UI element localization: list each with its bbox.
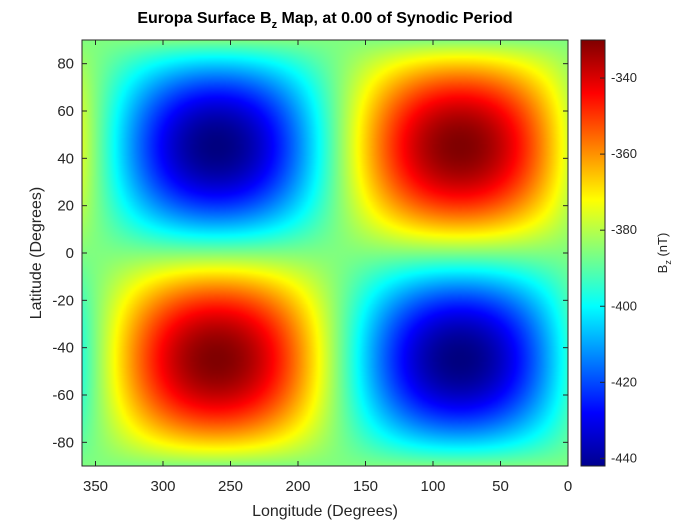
x-tick-label: 250: [218, 478, 243, 495]
y-tick-label: -80: [52, 434, 74, 451]
chart-title-prefix: Europa Surface B: [137, 10, 271, 27]
colorbar-label-suffix: (nT): [655, 233, 670, 260]
chart-title-suffix: Map, at 0.00 of Synodic Period: [277, 10, 513, 27]
colorbar-label-prefix: B: [655, 265, 670, 274]
y-axis-label: Latitude (Degrees): [28, 187, 45, 320]
colorbar-tick-label: -360: [611, 146, 637, 161]
x-tick-label: 50: [492, 478, 509, 495]
colorbar-tick-label: -340: [611, 70, 637, 85]
x-tick-label: 300: [150, 478, 175, 495]
chart-title: Europa Surface Bz Map, at 0.00 of Synodi…: [137, 10, 512, 31]
y-tick-label: 20: [57, 198, 74, 215]
y-tick-label: -20: [52, 292, 74, 309]
x-axis-ticks: 350 300 250 200 150 100 50 0: [83, 40, 572, 495]
colorbar-tick-label: -440: [611, 450, 637, 465]
x-tick-label: 0: [564, 478, 572, 495]
y-tick-label: -60: [52, 387, 74, 404]
y-tick-label: 0: [66, 245, 74, 262]
y-axis-ticks: 80 60 40 20 0 -20 -40 -60 -80: [52, 56, 568, 451]
y-tick-label: 80: [57, 56, 74, 73]
colorbar-tick-label: -400: [611, 298, 637, 313]
colorbar-tick-label: -420: [611, 374, 637, 389]
y-tick-label: -40: [52, 340, 74, 357]
x-axis-label: Longitude (Degrees): [252, 503, 398, 520]
colorbar-label: Bz (nT): [655, 233, 673, 274]
colorbar-ticks: -340 -360 -380 -400 -420 -440: [600, 70, 637, 465]
x-tick-label: 350: [83, 478, 108, 495]
chart-title-subscript: z: [272, 19, 278, 31]
x-tick-label: 200: [285, 478, 310, 495]
x-tick-label: 100: [420, 478, 445, 495]
heatmap-image: [82, 40, 568, 466]
y-tick-label: 60: [57, 103, 74, 120]
colorbar-tick-label: -380: [611, 222, 637, 237]
y-tick-label: 40: [57, 150, 74, 167]
colorbar-label-subscript: z: [663, 260, 673, 265]
colorbar: [580, 39, 606, 467]
x-tick-label: 150: [353, 478, 378, 495]
